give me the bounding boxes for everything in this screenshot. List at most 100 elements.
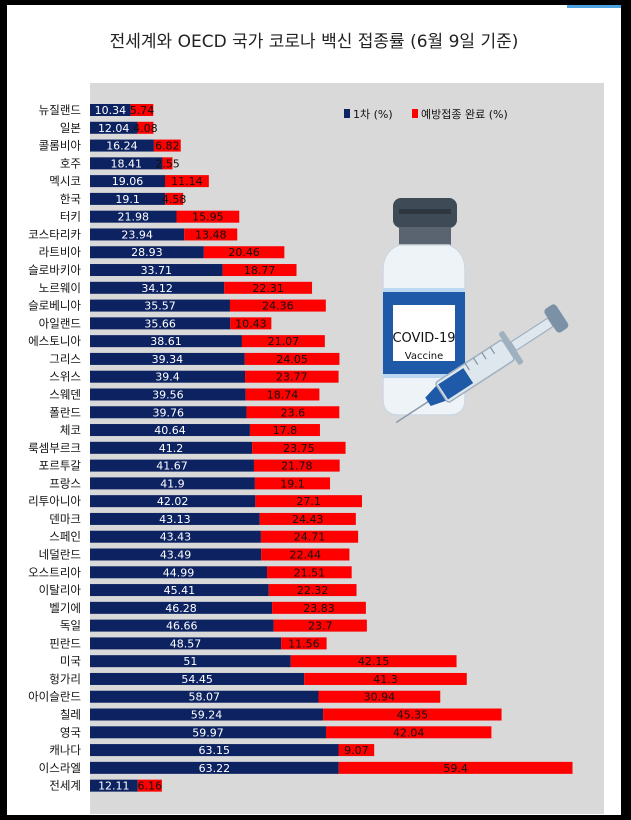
bar-first-dose xyxy=(90,690,319,703)
bar-completed xyxy=(176,210,240,223)
bar-completed xyxy=(137,121,154,134)
data-label-complete: 22.44 xyxy=(290,549,322,562)
category-label: 헝가리 xyxy=(49,672,81,686)
legend-swatch-first xyxy=(344,109,350,118)
bar-completed xyxy=(323,708,502,721)
bar-first-dose xyxy=(90,584,269,597)
category-label: 이스라엘 xyxy=(39,761,81,775)
bar-first-dose xyxy=(90,299,230,312)
data-label-complete: 59.4 xyxy=(443,762,468,775)
data-label-complete: 23.77 xyxy=(276,371,308,384)
category-label: 스위스 xyxy=(49,370,81,384)
legend-label-first: 1차 (%) xyxy=(353,108,393,121)
bar-completed xyxy=(304,672,467,685)
bar-completed xyxy=(252,441,346,454)
data-label-first: 23.94 xyxy=(121,228,153,241)
category-label: 호주 xyxy=(60,156,81,170)
data-label-complete: 10.43 xyxy=(235,317,267,330)
data-label-first: 63.22 xyxy=(199,762,231,775)
data-label-complete: 2.55 xyxy=(155,157,180,170)
data-label-complete: 24.05 xyxy=(276,353,308,366)
data-label-first: 59.97 xyxy=(192,726,224,739)
category-label: 노르웨이 xyxy=(39,281,81,295)
category-label: 슬로베니아 xyxy=(28,299,81,313)
data-label-complete: 23.7 xyxy=(308,620,333,633)
data-label-first: 35.57 xyxy=(144,300,176,313)
category-label: 프랑스 xyxy=(49,476,81,490)
data-label-first: 19.06 xyxy=(112,175,144,188)
chart-frame: 전세계와 OECD 국가 코로나 백신 접종률 (6월 9일 기준) 10.34… xyxy=(7,5,621,815)
bar-completed xyxy=(241,335,325,348)
data-label-first: 54.45 xyxy=(181,673,213,686)
data-label-complete: 21.07 xyxy=(268,335,300,348)
data-label-first: 43.13 xyxy=(159,513,191,526)
category-label: 폴란드 xyxy=(49,405,81,419)
bar-first-dose xyxy=(90,317,231,330)
category-label: 미국 xyxy=(60,654,81,668)
bar-completed xyxy=(162,157,173,170)
data-label-complete: 9.07 xyxy=(344,744,369,757)
category-label: 독일 xyxy=(60,619,81,633)
data-label-first: 48.57 xyxy=(170,637,202,650)
data-label-first: 45.41 xyxy=(164,584,196,597)
bar-first-dose xyxy=(90,477,255,490)
data-label-first: 12.11 xyxy=(98,780,130,793)
bar-first-dose xyxy=(90,761,339,774)
bar-first-dose xyxy=(90,495,256,508)
data-label-first: 38.61 xyxy=(150,335,182,348)
bar-completed xyxy=(267,566,352,579)
bar-first-dose xyxy=(90,566,268,579)
category-label: 체코 xyxy=(60,423,81,437)
category-label: 룩셈부르크 xyxy=(28,441,81,455)
data-label-first: 58.07 xyxy=(189,691,221,704)
data-label-complete: 17.8 xyxy=(273,424,298,437)
bar-first-dose xyxy=(90,548,262,561)
bar-completed xyxy=(244,352,340,365)
category-label: 코스타리카 xyxy=(28,227,81,241)
top-accent-line xyxy=(567,5,621,8)
bar-completed xyxy=(273,619,367,632)
data-label-first: 33.71 xyxy=(141,264,173,277)
data-label-first: 46.28 xyxy=(165,602,197,615)
data-label-first: 12.04 xyxy=(98,122,130,135)
data-label-complete: 4.08 xyxy=(133,122,158,135)
category-label: 캐나다 xyxy=(49,743,81,757)
data-label-first: 41.67 xyxy=(156,460,188,473)
bar-first-dose xyxy=(90,530,261,543)
category-label: 콜롬비아 xyxy=(39,139,82,153)
data-label-complete: 15.95 xyxy=(192,211,224,224)
syringe-icon xyxy=(395,304,569,424)
bar-completed xyxy=(245,370,339,383)
bar-first-dose xyxy=(90,192,166,205)
bar-completed xyxy=(246,406,340,419)
data-label-complete: 18.74 xyxy=(267,388,299,401)
bar-first-dose xyxy=(90,335,242,348)
data-label-complete: 41.3 xyxy=(373,673,398,686)
category-label: 전세계 xyxy=(49,779,81,793)
bar-completed xyxy=(230,317,272,330)
bar-first-dose xyxy=(90,121,138,134)
bar-completed xyxy=(281,637,327,650)
bar-first-dose xyxy=(90,441,253,454)
data-label-complete: 13.48 xyxy=(195,228,227,241)
bar-completed xyxy=(272,601,366,614)
data-label-first: 28.93 xyxy=(131,246,163,259)
bar-first-dose xyxy=(90,210,177,223)
data-label-first: 39.34 xyxy=(152,353,184,366)
bar-first-dose xyxy=(90,726,326,739)
bar-completed xyxy=(224,281,313,294)
bar-completed xyxy=(254,477,331,490)
category-label: 포르투갈 xyxy=(39,459,82,473)
chart: 전세계와 OECD 국가 코로나 백신 접종률 (6월 9일 기준) 10.34… xyxy=(28,32,604,814)
bar-first-dose xyxy=(90,779,138,792)
data-label-complete: 42.15 xyxy=(358,655,390,668)
bar-completed xyxy=(261,548,350,561)
data-label-complete: 22.31 xyxy=(252,282,284,295)
bar-first-dose xyxy=(90,157,163,170)
legend: 1차 (%) 예방접종 완료 (%) xyxy=(344,108,508,121)
vial-icon xyxy=(382,198,466,416)
bar-completed xyxy=(222,264,297,277)
category-label: 슬로바키아 xyxy=(28,263,81,277)
category-label: 리투아니아 xyxy=(28,494,81,508)
